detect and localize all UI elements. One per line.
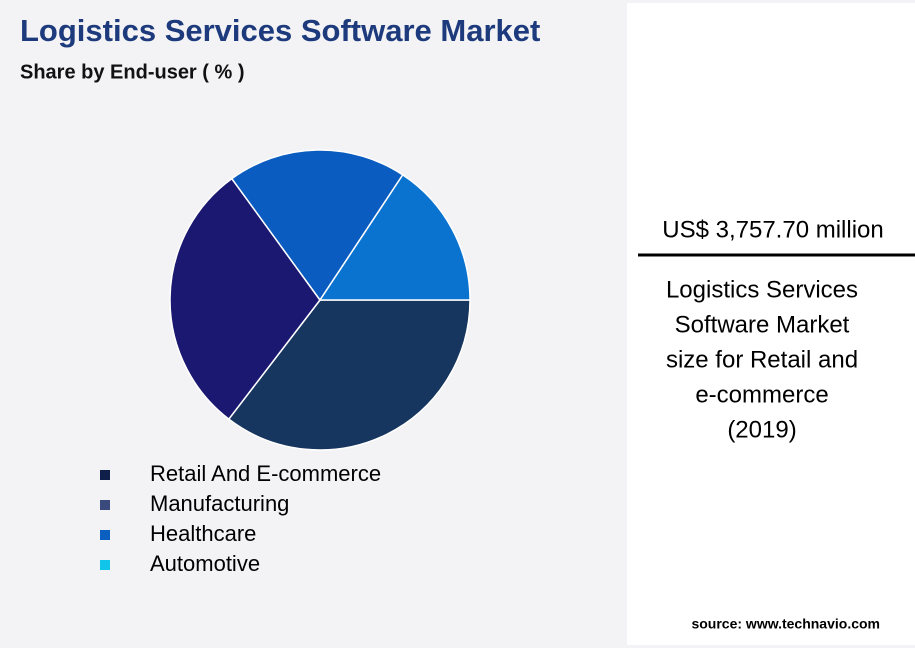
highlight-description: Software Market: [675, 311, 850, 338]
highlight-description: e-commerce: [695, 381, 828, 408]
highlight-description: size for Retail and: [666, 346, 858, 373]
legend-marker: [100, 500, 110, 510]
pie-slice: [169, 177, 321, 421]
legend-label: Healthcare: [150, 521, 256, 546]
legend-marker: [100, 470, 110, 480]
chart-subtitle: Share by End-user ( % ): [20, 61, 245, 83]
source: source: www.technavio.com: [691, 616, 880, 632]
pie-slice: [318, 173, 471, 301]
highlight-amount: US$ 3,757.70 million: [662, 216, 883, 243]
highlight-description: (2019): [727, 416, 796, 443]
chart-title: Logistics Services Software Market: [20, 13, 540, 48]
pie-slice: [227, 299, 471, 451]
highlight-description: Logistics Services: [666, 276, 858, 303]
pie-slice: [230, 149, 404, 302]
legend-marker: [100, 560, 110, 570]
legend-label: Manufacturing: [150, 491, 289, 516]
legend-label: Automotive: [150, 551, 260, 576]
side-panel: [627, 3, 915, 645]
legend-label: Retail And E-commerce: [150, 461, 381, 486]
legend-marker: [100, 530, 110, 540]
